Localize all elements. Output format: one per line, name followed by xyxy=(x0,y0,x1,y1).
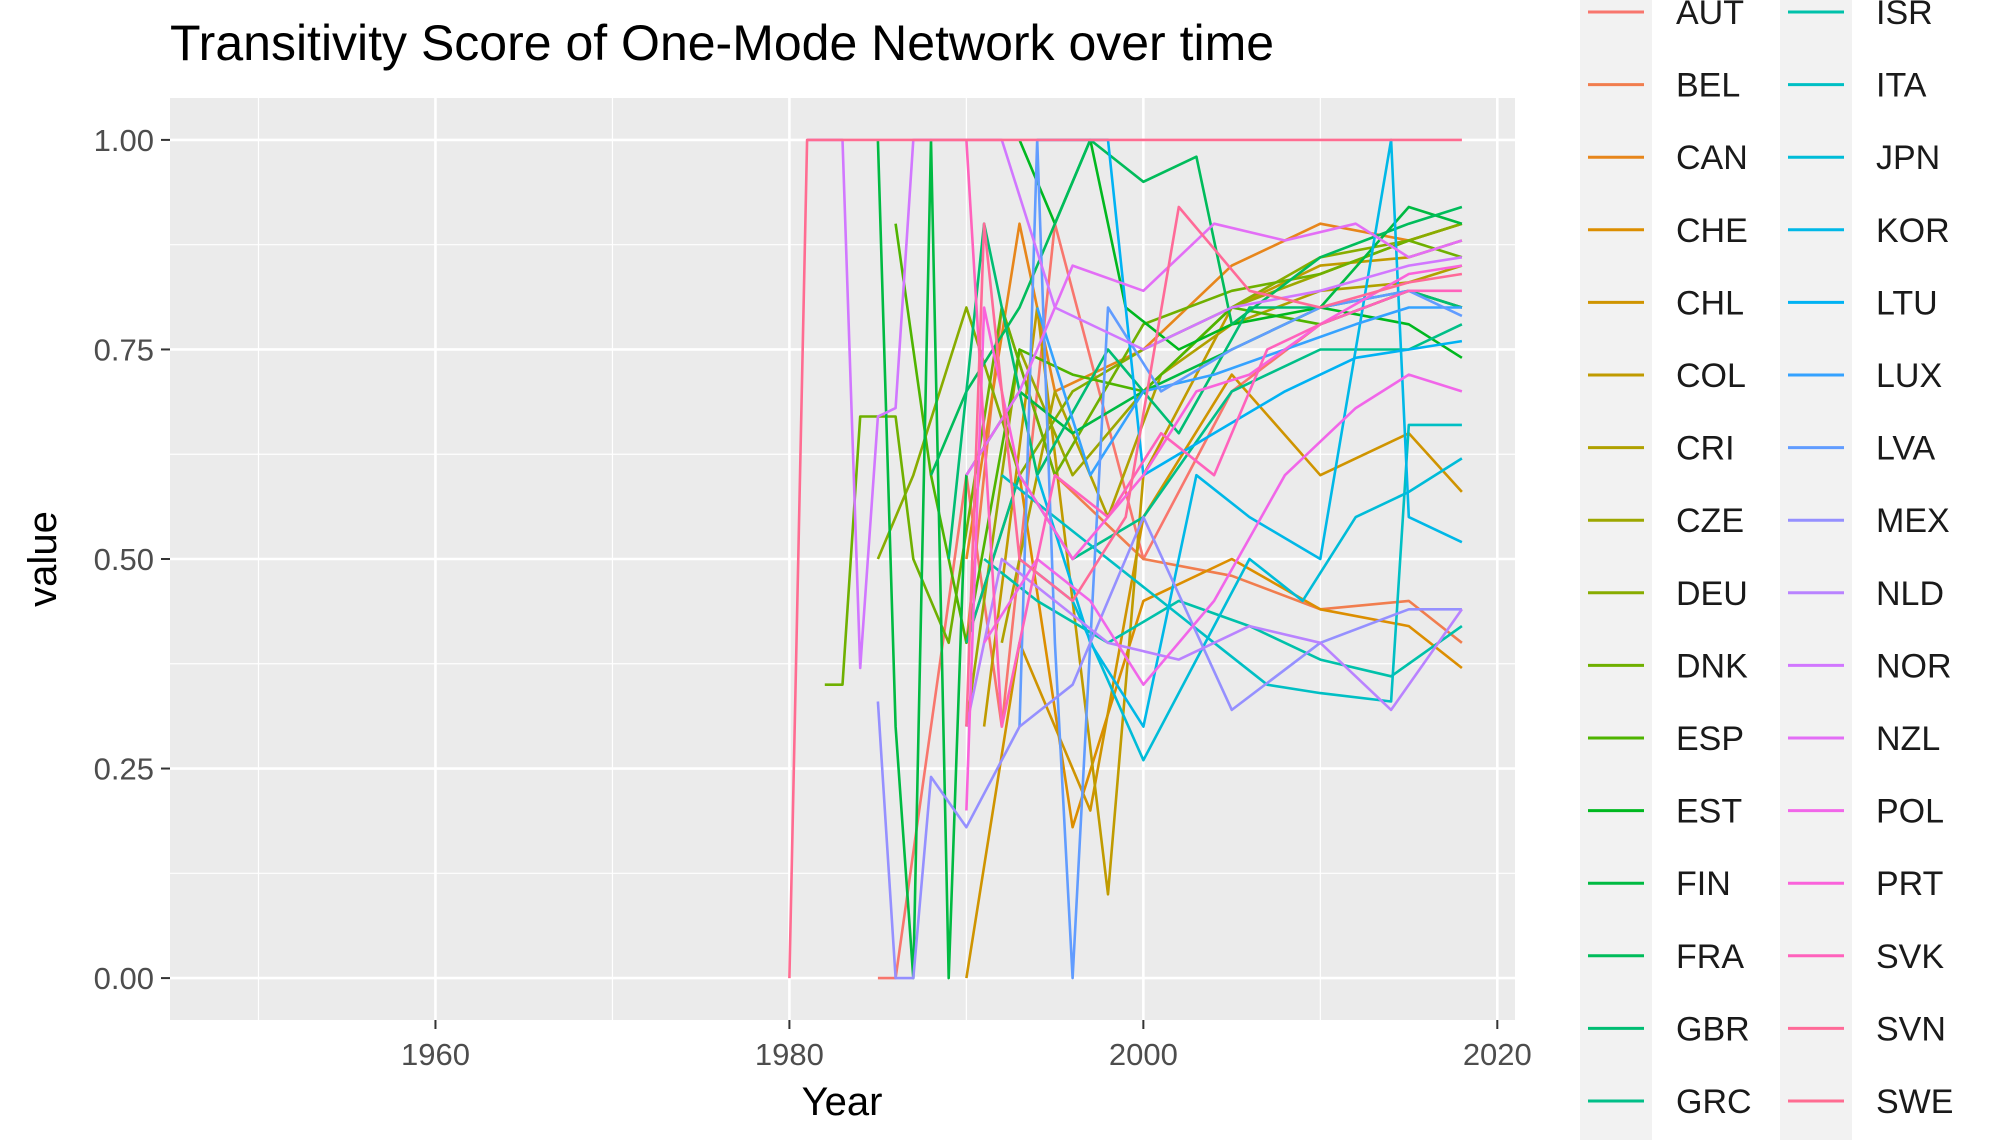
legend-label: FRA xyxy=(1676,938,1744,976)
legend-item-bel: BEL xyxy=(1588,67,1740,105)
legend-item-deu: DEU xyxy=(1588,575,1748,613)
series-line-isr xyxy=(983,557,1463,678)
legend-item-aut: AUT xyxy=(1588,0,1744,32)
legend-label: LVA xyxy=(1876,430,1936,468)
series-line-pol xyxy=(983,373,1463,687)
legend-item-chl: CHL xyxy=(1588,284,1744,322)
legend-key-background xyxy=(1580,0,1652,1140)
legend-label: GRC xyxy=(1676,1083,1752,1121)
legend-label: MEX xyxy=(1876,502,1950,540)
y-tick-label: 0.75 xyxy=(94,332,154,367)
legend-item-fin: FIN xyxy=(1588,865,1731,903)
series-line-col xyxy=(982,239,1463,896)
series-line-deu xyxy=(876,222,1463,560)
y-axis-title: value xyxy=(21,511,65,607)
legend-item-nld: NLD xyxy=(1788,575,1944,613)
legend-label: JPN xyxy=(1876,139,1940,177)
legend-item-grc: GRC xyxy=(1588,1083,1752,1121)
series-line-kor xyxy=(1035,138,1463,728)
series-line-mex xyxy=(876,515,1462,980)
y-axis-ticks: 0.00 0.25 0.50 0.75 1.00 xyxy=(94,123,170,996)
legend-label: FIN xyxy=(1676,865,1731,903)
legend-item-can: CAN xyxy=(1588,139,1748,177)
legend-item-gbr: GBR xyxy=(1588,1010,1750,1048)
legend-item-jpn: JPN xyxy=(1788,139,1940,177)
legend-label: LTU xyxy=(1876,284,1938,322)
legend-item-isr: ISR xyxy=(1788,0,1933,32)
legend-label: KOR xyxy=(1876,212,1950,250)
legend-label: SVN xyxy=(1876,1010,1946,1048)
legend-label: AUT xyxy=(1676,0,1744,32)
legend-label: ESP xyxy=(1676,720,1744,758)
legend-item-svn: SVN xyxy=(1788,1010,1946,1048)
legend-label: NZL xyxy=(1876,720,1940,758)
x-tick-label: 1960 xyxy=(401,1037,470,1072)
legend-label: DEU xyxy=(1676,575,1748,613)
x-axis-ticks: 1960 1980 2000 2020 xyxy=(401,1020,1532,1072)
legend-label: CZE xyxy=(1676,502,1744,540)
legend-item-lux: LUX xyxy=(1788,357,1942,395)
legend-item-lva: LVA xyxy=(1788,430,1936,468)
legend-item-pol: POL xyxy=(1788,793,1944,831)
series-line-svn xyxy=(965,205,1463,727)
series-lines xyxy=(788,138,1463,980)
legend-label: PRT xyxy=(1876,865,1943,903)
legend-label: NLD xyxy=(1876,575,1944,613)
y-tick-label: 1.00 xyxy=(94,123,154,158)
y-tick-label: 0.00 xyxy=(94,961,154,996)
legend-item-nor: NOR xyxy=(1788,647,1952,685)
series-line-nld xyxy=(965,557,1463,727)
legend-item-ltu: LTU xyxy=(1788,284,1938,322)
legend-key-background xyxy=(1780,0,1852,1140)
legend: AUT BEL CAN CHE CHL COL CRI CZE DEU DNK ESP EST FIN F… xyxy=(1580,0,1953,1140)
series-line-swe xyxy=(788,138,1462,979)
legend-item-nzl: NZL xyxy=(1788,720,1940,758)
legend-label: POL xyxy=(1876,793,1944,831)
legend-item-che: CHE xyxy=(1588,212,1748,250)
legend-label: ISR xyxy=(1876,0,1933,32)
y-tick-label: 0.50 xyxy=(94,542,154,577)
series-line-chl xyxy=(965,373,1463,979)
x-tick-label: 2020 xyxy=(1463,1037,1532,1072)
legend-label: CRI xyxy=(1676,430,1735,468)
legend-label: LUX xyxy=(1876,357,1942,395)
x-tick-label: 2000 xyxy=(1109,1037,1178,1072)
legend-item-cze: CZE xyxy=(1588,502,1744,540)
legend-label: SVK xyxy=(1876,938,1944,976)
legend-item-prt: PRT xyxy=(1788,865,1943,903)
legend-item-est: EST xyxy=(1588,793,1742,831)
legend-item-cri: CRI xyxy=(1588,430,1735,468)
legend-item-dnk: DNK xyxy=(1588,647,1748,685)
legend-item-svk: SVK xyxy=(1788,938,1944,976)
legend-label: GBR xyxy=(1676,1010,1750,1048)
series-line-ita xyxy=(1000,423,1462,703)
legend-item-swe: SWE xyxy=(1788,1083,1953,1121)
legend-label: BEL xyxy=(1676,67,1740,105)
legend-item-ita: ITA xyxy=(1788,67,1927,105)
series-line-svk xyxy=(965,139,1462,728)
legend-label: ITA xyxy=(1876,67,1927,105)
legend-label: DNK xyxy=(1676,647,1748,685)
series-line-che xyxy=(965,473,1463,829)
x-tick-label: 1980 xyxy=(755,1037,824,1072)
legend-item-mex: MEX xyxy=(1788,502,1950,540)
legend-label: CHE xyxy=(1676,212,1748,250)
legend-item-kor: KOR xyxy=(1788,212,1950,250)
x-axis-title: Year xyxy=(802,1080,883,1124)
legend-item-col: COL xyxy=(1588,357,1746,395)
legend-label: NOR xyxy=(1876,647,1952,685)
legend-label: CAN xyxy=(1676,139,1748,177)
legend-item-fra: FRA xyxy=(1588,938,1744,976)
chart-title: Transitivity Score of One-Mode Network o… xyxy=(170,15,1274,71)
legend-label: SWE xyxy=(1876,1083,1953,1121)
legend-label: EST xyxy=(1676,793,1742,831)
y-tick-label: 0.25 xyxy=(94,752,154,787)
series-line-nzl xyxy=(965,222,1463,476)
legend-item-esp: ESP xyxy=(1588,720,1744,758)
legend-label: COL xyxy=(1676,357,1746,395)
legend-label: CHL xyxy=(1676,284,1744,322)
